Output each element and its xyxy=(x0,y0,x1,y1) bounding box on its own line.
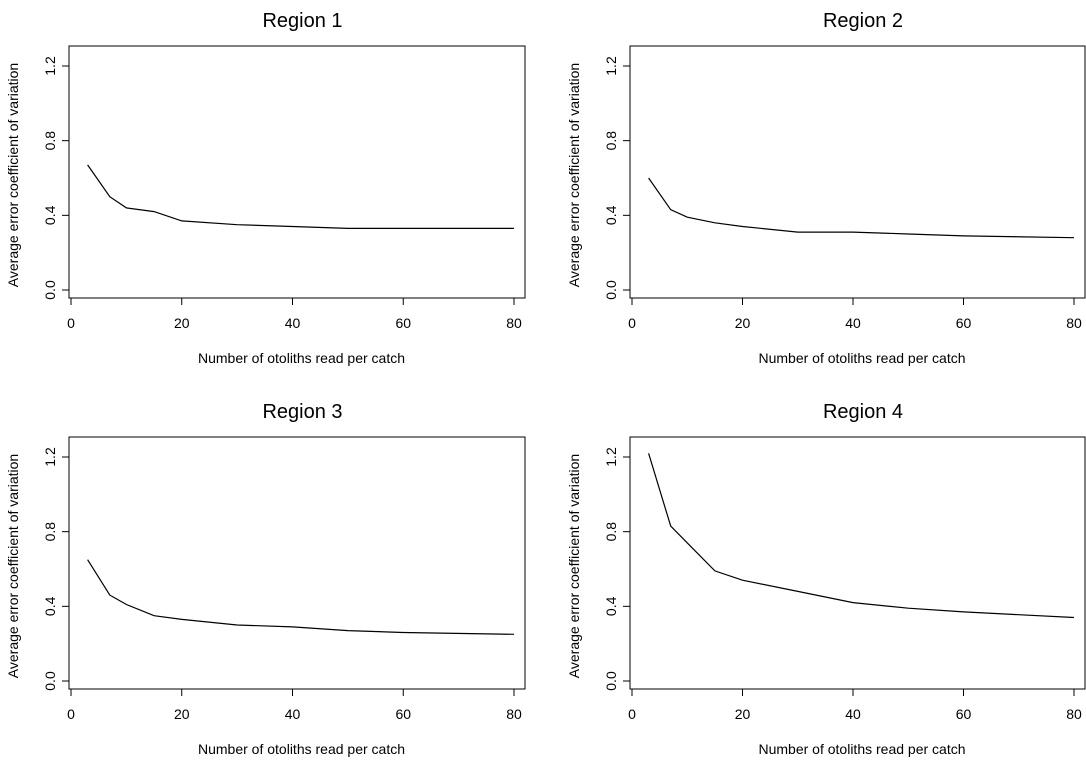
y-tick-label: 1.2 xyxy=(42,56,58,76)
y-tick-label: 0.8 xyxy=(603,522,619,542)
series-line xyxy=(87,164,514,229)
x-tick-label: 60 xyxy=(956,315,972,331)
y-tick-label: 0.4 xyxy=(42,205,58,225)
x-tick-label: 0 xyxy=(628,706,636,722)
y-tick-label: 0.8 xyxy=(603,131,619,151)
x-tick-label: 80 xyxy=(506,706,522,722)
y-axis-label: Average error coefficient of variation xyxy=(5,454,21,678)
x-tick-label: 40 xyxy=(285,315,301,331)
y-tick-label: 0.4 xyxy=(603,205,619,225)
y-tick-label: 0.8 xyxy=(42,131,58,151)
chart-title: Region 2 xyxy=(823,10,903,32)
y-tick-label: 0.0 xyxy=(603,671,619,691)
x-tick-label: 0 xyxy=(67,706,75,722)
series-line xyxy=(648,177,1075,239)
chart-title: Region 4 xyxy=(823,401,903,423)
panel-region-1: Region 1 0 20 40 60 80 0.0 0.4 0.8 1.2 Number of o… xyxy=(5,10,526,366)
x-tick-label: 0 xyxy=(67,315,75,331)
x-tick-label: 40 xyxy=(845,315,861,331)
x-axis-label: Number of otoliths read per catch xyxy=(198,741,405,757)
x-tick-label: 60 xyxy=(395,706,411,722)
x-tick-label: 40 xyxy=(845,706,861,722)
panel-region-3: Region 3 0 20 40 60 80 0.0 0.4 0.8 1.2 Number of o… xyxy=(5,401,526,757)
x-tick-label: 0 xyxy=(628,315,636,331)
x-tick-label: 80 xyxy=(1066,315,1082,331)
x-tick-label: 60 xyxy=(395,315,411,331)
chart-title: Region 1 xyxy=(262,10,342,32)
y-tick-label: 1.2 xyxy=(603,447,619,467)
plot-frame xyxy=(629,436,1086,690)
x-tick-label: 80 xyxy=(1066,706,1082,722)
series-line xyxy=(648,453,1075,619)
x-tick-label: 60 xyxy=(956,706,972,722)
y-tick-label: 0.0 xyxy=(42,280,58,300)
x-axis-label: Number of otoliths read per catch xyxy=(759,741,966,757)
y-axis-label: Average error coefficient of variation xyxy=(566,63,582,287)
y-tick-label: 0.0 xyxy=(603,280,619,300)
panel-region-4: Region 4 0 20 40 60 80 0.0 0.4 0.8 1.2 Number of o… xyxy=(566,401,1086,757)
series-line xyxy=(87,559,515,635)
panel-region-2: Region 2 0 20 40 60 80 0.0 0.4 0.8 1.2 Number of o… xyxy=(566,10,1086,366)
plot-frame xyxy=(68,436,526,690)
x-tick-label: 20 xyxy=(174,315,190,331)
y-tick-label: 0.0 xyxy=(42,671,58,691)
x-tick-label: 40 xyxy=(285,706,301,722)
y-tick-label: 1.2 xyxy=(42,447,58,467)
x-tick-label: 20 xyxy=(735,315,751,331)
y-tick-label: 0.8 xyxy=(42,522,58,542)
x-axis-label: Number of otoliths read per catch xyxy=(759,350,966,366)
x-tick-label: 20 xyxy=(735,706,751,722)
plot-frame xyxy=(68,45,526,299)
chart-title: Region 3 xyxy=(262,401,342,423)
y-axis-label: Average error coefficient of variation xyxy=(5,63,21,287)
y-tick-label: 1.2 xyxy=(603,56,619,76)
x-tick-label: 20 xyxy=(174,706,190,722)
y-tick-label: 0.4 xyxy=(603,596,619,616)
x-tick-label: 80 xyxy=(506,315,522,331)
plot-frame xyxy=(629,45,1086,299)
y-tick-label: 0.4 xyxy=(42,596,58,616)
y-axis-label: Average error coefficient of variation xyxy=(566,454,582,678)
x-axis-label: Number of otoliths read per catch xyxy=(198,350,405,366)
